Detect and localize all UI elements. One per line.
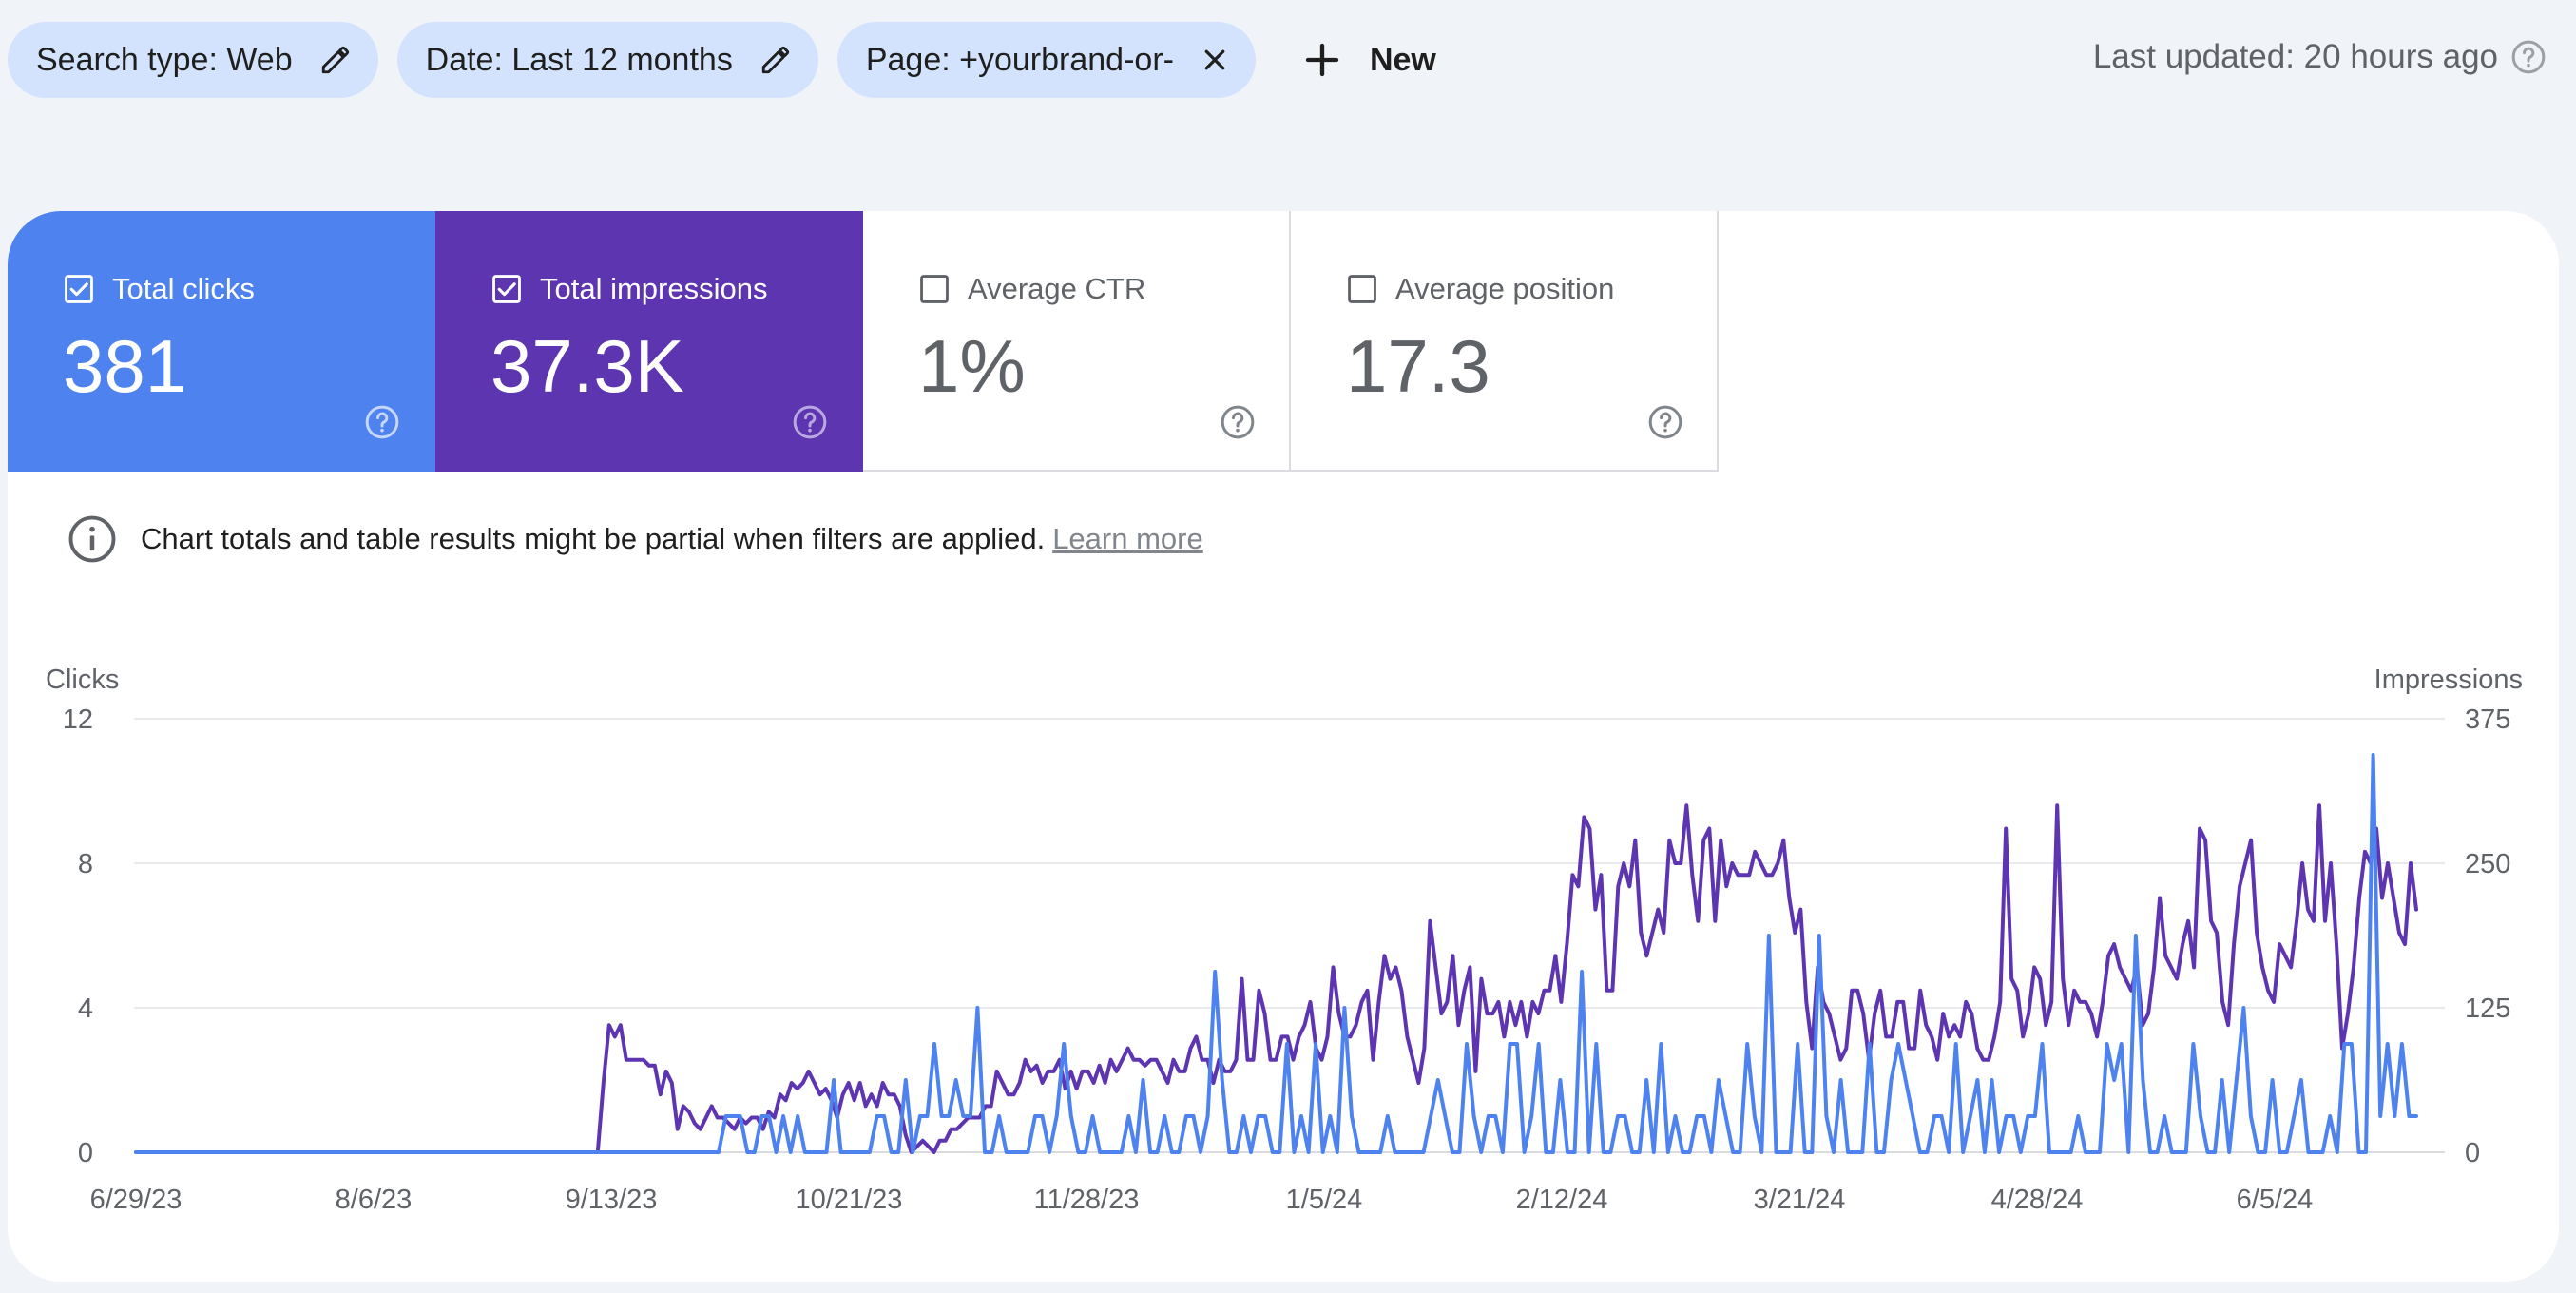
last-updated: Last updated: 20 hours ago bbox=[2093, 38, 2547, 76]
checkbox-unchecked-icon[interactable] bbox=[918, 273, 951, 305]
performance-chart: Clicks Impressions 0 4 8 12 0 125 250 375 6/29… bbox=[46, 665, 2523, 1215]
y-axis-left-ticks: 0 4 8 12 bbox=[63, 704, 93, 1168]
y-left-tick-label: 0 bbox=[78, 1138, 93, 1168]
x-tick-label: 4/28/24 bbox=[1991, 1185, 2084, 1215]
series-line-impressions bbox=[134, 803, 2418, 1154]
x-tick-label: 2/12/24 bbox=[1516, 1185, 1608, 1215]
pencil-icon[interactable] bbox=[759, 44, 792, 76]
metric-total-clicks[interactable]: Total clicks 381 bbox=[8, 211, 435, 472]
chart-series bbox=[134, 753, 2418, 1154]
metric-average-ctr[interactable]: Average CTR 1% bbox=[863, 211, 1291, 472]
metric-value: 17.3 bbox=[1346, 324, 1490, 408]
help-icon[interactable] bbox=[1219, 403, 1257, 441]
metric-value: 1% bbox=[918, 324, 1026, 408]
x-tick-label: 6/29/23 bbox=[90, 1185, 183, 1215]
metric-label: Total impressions bbox=[540, 272, 768, 305]
series-line-clicks bbox=[134, 753, 2418, 1154]
y-axis-right-ticks: 0 125 250 375 bbox=[2465, 704, 2510, 1168]
info-icon bbox=[67, 513, 118, 565]
close-icon[interactable] bbox=[1201, 46, 1229, 74]
filter-chip-label: Search type: Web bbox=[36, 41, 293, 78]
y-right-tick-label: 0 bbox=[2465, 1138, 2480, 1168]
checkbox-checked-icon[interactable] bbox=[490, 273, 523, 305]
metric-label: Average position bbox=[1395, 272, 1615, 305]
filter-chip-search-type[interactable]: Search type: Web bbox=[8, 22, 378, 98]
checkbox-unchecked-icon[interactable] bbox=[1346, 273, 1378, 305]
performance-card: Total clicks 381 Total impressions 37.3K bbox=[8, 211, 2559, 1282]
x-tick-label: 6/5/24 bbox=[2237, 1185, 2314, 1215]
metric-tabs: Total clicks 381 Total impressions 37.3K bbox=[8, 211, 1719, 472]
new-filter-label: New bbox=[1369, 41, 1436, 78]
metric-value: 381 bbox=[63, 324, 187, 408]
metric-label: Total clicks bbox=[112, 272, 255, 305]
partial-results-notice: Chart totals and table results might be … bbox=[67, 513, 1203, 565]
pencil-icon[interactable] bbox=[319, 44, 352, 76]
y-right-tick-label: 125 bbox=[2465, 994, 2510, 1024]
help-icon[interactable] bbox=[791, 403, 829, 441]
y-left-tick-label: 4 bbox=[78, 994, 93, 1024]
y-axis-left-label: Clicks bbox=[46, 665, 119, 695]
x-tick-label: 8/6/23 bbox=[336, 1185, 413, 1215]
filter-chip-label: Date: Last 12 months bbox=[425, 41, 733, 78]
metric-total-impressions[interactable]: Total impressions 37.3K bbox=[435, 211, 863, 472]
filter-chip-label: Page: +yourbrand-or- bbox=[865, 41, 1174, 78]
y-right-tick-label: 375 bbox=[2465, 704, 2510, 735]
learn-more-link[interactable]: Learn more bbox=[1052, 522, 1203, 555]
y-left-tick-label: 8 bbox=[78, 849, 93, 879]
x-tick-label: 1/5/24 bbox=[1286, 1185, 1363, 1215]
y-right-tick-label: 250 bbox=[2465, 849, 2510, 879]
x-tick-label: 10/21/23 bbox=[796, 1185, 903, 1215]
metric-value: 37.3K bbox=[490, 324, 684, 408]
metric-label: Average CTR bbox=[968, 272, 1146, 305]
help-icon[interactable] bbox=[1646, 403, 1684, 441]
y-left-tick-label: 12 bbox=[63, 704, 93, 735]
new-filter-button[interactable]: New bbox=[1303, 41, 1436, 79]
x-tick-label: 9/13/23 bbox=[566, 1185, 658, 1215]
y-axis-right-label: Impressions bbox=[2374, 665, 2523, 695]
checkbox-checked-icon[interactable] bbox=[63, 273, 95, 305]
x-tick-label: 11/28/23 bbox=[1034, 1185, 1140, 1215]
help-icon[interactable] bbox=[2509, 38, 2547, 76]
metric-average-position[interactable]: Average position 17.3 bbox=[1291, 211, 1719, 472]
plus-icon bbox=[1303, 41, 1341, 79]
filter-chip-page[interactable]: Page: +yourbrand-or- bbox=[836, 22, 1256, 98]
filter-bar: Search type: Web Date: Last 12 months Pa… bbox=[8, 21, 1436, 99]
x-axis-ticks: 6/29/23 8/6/23 9/13/23 10/21/23 11/28/23 1/5/… bbox=[90, 1185, 2314, 1215]
last-updated-text: Last updated: 20 hours ago bbox=[2092, 38, 2498, 75]
filter-chip-date[interactable]: Date: Last 12 months bbox=[396, 22, 818, 98]
help-icon[interactable] bbox=[363, 403, 401, 441]
x-tick-label: 3/21/24 bbox=[1754, 1185, 1846, 1215]
notice-text: Chart totals and table results might be … bbox=[141, 522, 1046, 555]
